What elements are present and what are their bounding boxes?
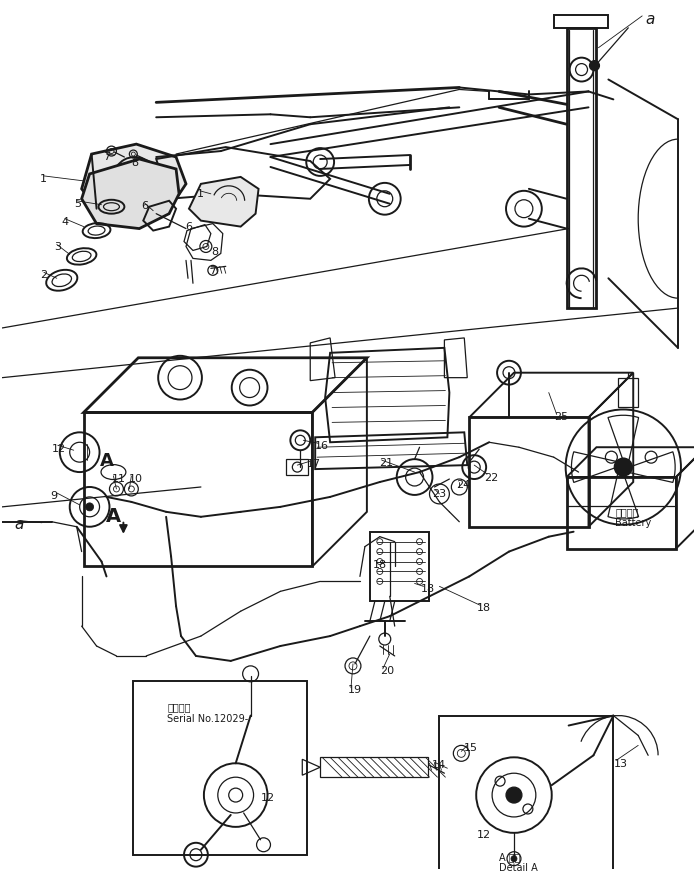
Text: 20: 20 bbox=[380, 666, 394, 676]
Text: 11: 11 bbox=[111, 474, 125, 484]
Text: 22: 22 bbox=[484, 473, 498, 483]
Text: 8: 8 bbox=[211, 247, 218, 258]
Text: A: A bbox=[106, 507, 121, 526]
Text: 12: 12 bbox=[477, 829, 491, 840]
Bar bbox=[439, 716, 613, 870]
Polygon shape bbox=[81, 144, 186, 224]
Text: 16: 16 bbox=[315, 441, 329, 451]
Bar bbox=[286, 459, 308, 475]
Bar bbox=[84, 413, 313, 566]
Bar bbox=[567, 477, 676, 549]
Text: 21: 21 bbox=[379, 458, 393, 468]
Text: 13: 13 bbox=[613, 760, 627, 769]
Text: 2: 2 bbox=[40, 270, 47, 281]
Text: 3: 3 bbox=[54, 242, 61, 253]
Text: 19: 19 bbox=[348, 684, 362, 695]
Text: Battery: Battery bbox=[615, 517, 651, 528]
Text: 6: 6 bbox=[141, 201, 148, 211]
Text: バッテリ: バッテリ bbox=[615, 507, 639, 517]
Polygon shape bbox=[81, 159, 179, 229]
Text: 6: 6 bbox=[185, 222, 192, 232]
Text: 17: 17 bbox=[307, 459, 322, 469]
Text: a: a bbox=[14, 517, 24, 531]
Circle shape bbox=[506, 787, 522, 803]
Text: 12: 12 bbox=[260, 793, 275, 803]
Text: 18: 18 bbox=[373, 559, 387, 570]
Bar bbox=[320, 757, 427, 777]
Text: 12: 12 bbox=[52, 444, 66, 454]
Circle shape bbox=[86, 503, 93, 510]
Circle shape bbox=[511, 856, 517, 862]
Text: 14: 14 bbox=[432, 760, 445, 770]
Text: 7: 7 bbox=[209, 267, 216, 276]
Text: 適用号機: 適用号機 bbox=[167, 703, 191, 712]
Circle shape bbox=[615, 459, 632, 475]
Text: 1: 1 bbox=[40, 174, 47, 184]
Text: 18: 18 bbox=[477, 603, 491, 614]
Text: 18: 18 bbox=[420, 585, 435, 594]
Text: a: a bbox=[645, 12, 654, 27]
Text: 25: 25 bbox=[554, 413, 568, 422]
Text: A: A bbox=[100, 452, 113, 470]
Bar bbox=[469, 418, 589, 527]
Text: 1: 1 bbox=[197, 189, 204, 198]
Text: 9: 9 bbox=[50, 491, 57, 501]
Bar bbox=[370, 531, 429, 601]
Text: 4: 4 bbox=[62, 217, 69, 226]
Text: 15: 15 bbox=[464, 744, 478, 753]
Text: 7: 7 bbox=[104, 152, 111, 162]
Polygon shape bbox=[189, 177, 258, 226]
Circle shape bbox=[590, 60, 599, 71]
Text: 10: 10 bbox=[128, 474, 143, 484]
Bar bbox=[134, 681, 307, 855]
Polygon shape bbox=[302, 760, 320, 775]
Text: Serial No.12029-: Serial No.12029- bbox=[167, 713, 248, 724]
Text: Detail A: Detail A bbox=[499, 863, 538, 872]
Text: 24: 24 bbox=[457, 480, 470, 490]
Text: A 詳細: A 詳細 bbox=[499, 852, 521, 862]
Text: 5: 5 bbox=[74, 198, 81, 209]
Text: 8: 8 bbox=[132, 158, 139, 168]
Text: 23: 23 bbox=[432, 489, 447, 499]
